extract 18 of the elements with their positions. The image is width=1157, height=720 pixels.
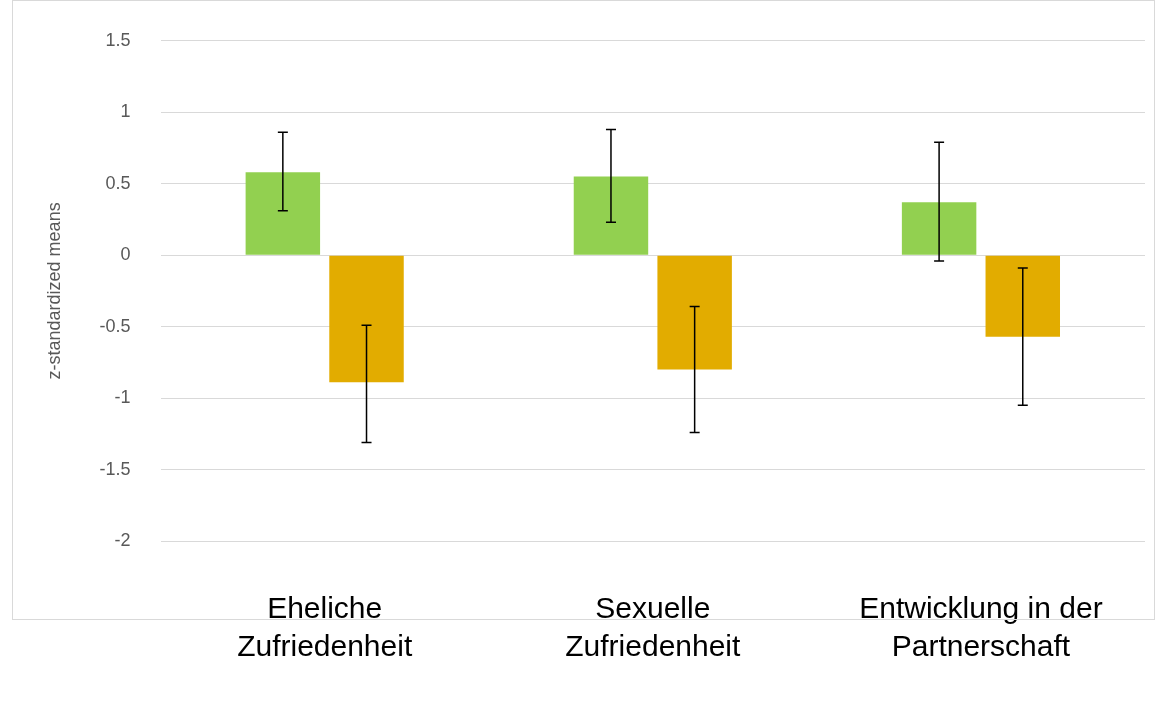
bar bbox=[901, 202, 977, 255]
y-tick-label: -0.5 bbox=[99, 315, 131, 336]
x-tick-label: Eheliche Zufriedenheit bbox=[237, 591, 413, 662]
bar bbox=[985, 255, 1061, 337]
y-tick-label: 1 bbox=[120, 101, 131, 122]
y-tick-label: -1.5 bbox=[99, 458, 131, 479]
bar bbox=[245, 172, 321, 255]
y-tick-label: -1 bbox=[114, 387, 131, 408]
y-tick-label: 0 bbox=[120, 244, 131, 265]
x-tick-label: Sexuelle Zufriedenheit bbox=[565, 591, 742, 662]
y-tick-label: -2 bbox=[114, 529, 131, 550]
bar bbox=[657, 255, 732, 370]
y-tick-label: 1.5 bbox=[105, 29, 131, 50]
y-tick-label: 0.5 bbox=[105, 172, 131, 193]
y-axis-title: z-standardized means bbox=[43, 202, 64, 380]
bar bbox=[573, 176, 649, 255]
bar bbox=[329, 255, 404, 383]
x-tick-label: Entwicklung in der Partnerschaft bbox=[859, 591, 1103, 662]
